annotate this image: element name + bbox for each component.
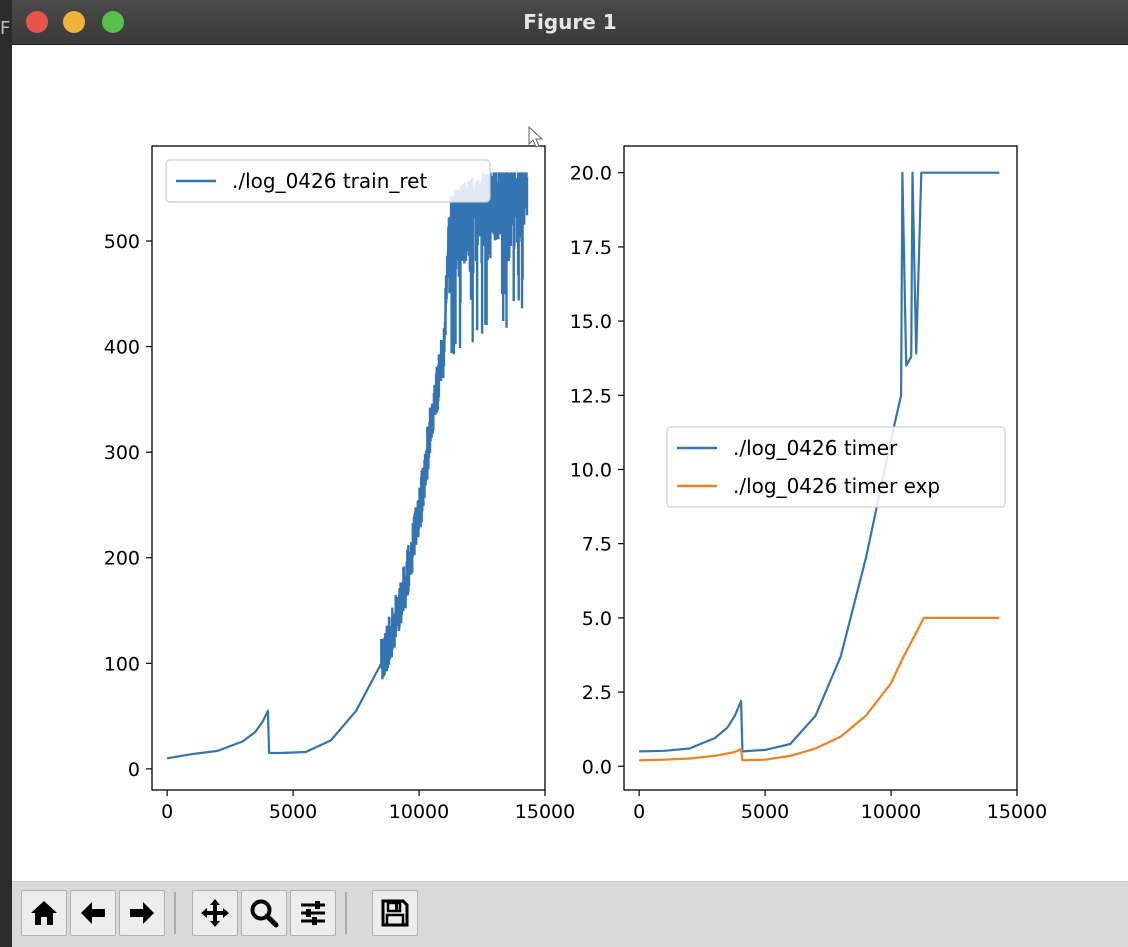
configure-subplots-button[interactable] — [290, 890, 336, 936]
y-tick-label: 300 — [104, 442, 140, 464]
mouse-cursor-icon — [528, 125, 544, 148]
y-tick-label: 400 — [104, 337, 140, 359]
y-tick-label: 20.0 — [570, 163, 612, 185]
legend-label: ./log_0426 train_ret — [232, 169, 427, 193]
x-tick-label: 5000 — [741, 801, 789, 823]
maximize-button[interactable] — [102, 11, 124, 33]
legend-box — [165, 159, 491, 203]
plot-left: 0 5000 10000 15000 0 100 200 300 400 500 ./log_042… — [104, 145, 575, 823]
y-tick-label: 5.0 — [582, 608, 612, 630]
pan-button[interactable] — [192, 890, 238, 936]
toolbar-separator — [174, 892, 176, 934]
navigation-toolbar — [12, 881, 1128, 947]
home-icon — [31, 901, 57, 925]
zoom-button[interactable] — [241, 890, 287, 936]
figure-canvas[interactable]: 0 5000 10000 15000 0 100 200 300 400 500 ./log_042… — [12, 44, 1128, 880]
y-tick-label: 500 — [104, 231, 140, 253]
toolbar-separator — [345, 892, 347, 934]
y-tick-label: 7.5 — [582, 534, 612, 556]
x-tick-label: 0 — [161, 801, 173, 823]
y-tick-label: 0 — [128, 759, 140, 781]
x-tick-label: 5000 — [269, 801, 317, 823]
legend-label: ./log_0426 timer — [733, 436, 898, 460]
axes-frame — [151, 145, 546, 791]
legend-box — [666, 426, 1006, 508]
background-window-edge-text: F — [0, 18, 11, 39]
y-tick-label: 10.0 — [570, 459, 612, 481]
window-title: Figure 1 — [523, 10, 617, 34]
y-tick-label: 100 — [104, 653, 140, 675]
x-tick-label: 10000 — [389, 801, 449, 823]
back-button[interactable] — [70, 890, 116, 936]
series-noise-band — [380, 172, 529, 680]
home-button[interactable] — [21, 890, 67, 936]
series-line-1 — [639, 171, 1000, 753]
title-bar[interactable]: Figure 1 — [12, 0, 1128, 45]
y-tick-label: 2.5 — [582, 682, 612, 704]
save-button[interactable] — [372, 890, 418, 936]
minimize-button[interactable] — [63, 11, 85, 33]
y-tick-label: 12.5 — [570, 385, 612, 407]
y-tick-label: 200 — [104, 548, 140, 570]
y-tick-label: 0.0 — [582, 756, 612, 778]
move-icon — [201, 899, 229, 927]
magnifier-icon — [250, 899, 279, 928]
axes-frame — [623, 145, 1018, 791]
plot-right: 0 5000 10000 15000 0.0 2.5 5.0 7.5 10.0 12.5 15.0 1… — [570, 145, 1047, 823]
x-tick-label: 10000 — [861, 801, 921, 823]
x-tick-label: 15000 — [987, 801, 1047, 823]
forward-button[interactable] — [119, 890, 165, 936]
legend-label: ./log_0426 timer exp — [733, 474, 940, 498]
sliders-icon — [301, 901, 325, 925]
close-button[interactable] — [26, 11, 48, 33]
y-tick-label: 17.5 — [570, 237, 612, 259]
series-line-2 — [639, 616, 1000, 762]
arrow-right-icon — [130, 902, 154, 924]
floppy-disk-icon — [381, 899, 409, 927]
x-tick-label: 15000 — [515, 801, 575, 823]
arrow-left-icon — [81, 902, 105, 924]
x-tick-label: 0 — [633, 801, 645, 823]
y-tick-label: 15.0 — [570, 311, 612, 333]
